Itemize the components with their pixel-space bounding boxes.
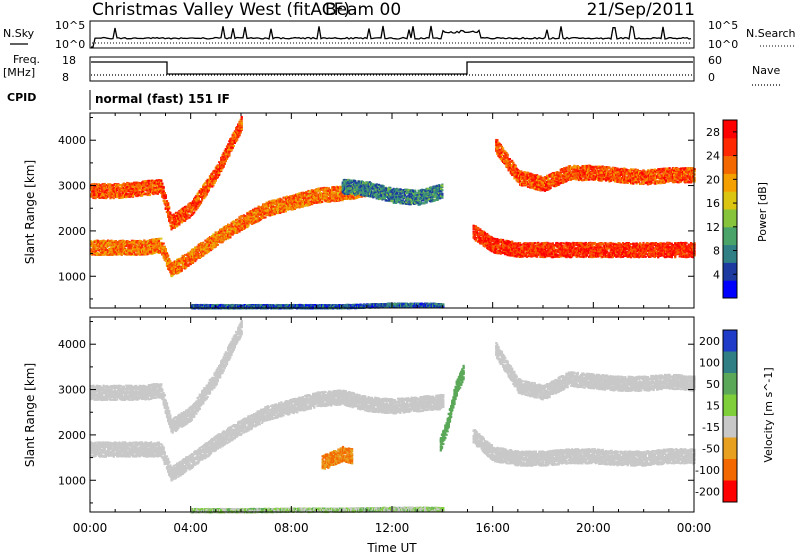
echo-cell [201,200,203,202]
echo-cell [150,185,152,187]
date-label: 21/Sep/2011 [587,0,695,20]
echo-cell [117,184,119,186]
echo-cell [236,139,238,141]
echo-cell [225,160,227,162]
echo-cell [237,136,239,138]
echo-cell [238,134,240,136]
radar-summary-plot: Christmas Valley West (fitACF) Beam 00 2… [0,0,800,554]
echo-cell [215,180,217,182]
echo-cell [148,180,150,182]
nsearch-label: N.Search [746,27,796,40]
echo-cell [241,116,243,118]
echo-cell [93,183,95,185]
echo-cell [161,183,163,185]
cpid-value: normal (fast) 151 IF [95,92,230,106]
echo-cell [184,220,186,222]
echo-cell [209,185,211,187]
echo-cell [167,204,169,206]
echo-cell [233,145,235,147]
echo-cell [149,194,151,196]
beam-label: Beam 00 [325,0,401,20]
echo-cell [129,196,131,198]
echo-cell [183,213,185,215]
plot-title: Christmas Valley West (fitACF) [92,0,350,20]
echo-cell [108,194,110,196]
echo-cell [113,197,115,199]
echo-cell [144,180,146,182]
echo-cell [125,196,127,198]
echo-cell [101,190,103,192]
freq-label-2: [MHz] [3,66,35,79]
nsky-panel [90,21,694,48]
echo-cell [189,217,191,219]
echo-cell [165,194,167,196]
freq-tick-bottom: 8 [62,71,69,84]
echo-cell [225,148,227,150]
echo-cell [119,193,121,195]
nsky-label: N.Sky [3,27,35,40]
freq-frame [90,57,694,81]
echo-cell [164,192,166,194]
echo-cell [169,213,171,215]
echo-cell [173,214,175,216]
nsearch-tick-top: 10^5 [708,19,738,32]
echo-cell [224,163,226,165]
nsky-tick-top: 10^5 [55,19,85,32]
echo-cell [160,186,162,188]
echo-cell [241,128,243,130]
echo-cell [178,224,180,226]
echo-cell [155,189,157,191]
echo-cell [93,241,95,243]
echo-cell [241,120,243,122]
nave-tick-top: 60 [708,54,722,67]
echo-cell [131,183,133,185]
echo-cell [240,132,242,134]
echo-cell [193,212,195,214]
echo-cell [218,174,220,176]
freq-panel [90,57,694,81]
echo-cell [134,190,136,192]
echo-cell [139,189,141,191]
echo-cell [223,166,225,168]
echo-cell [168,208,170,210]
echo-cell [176,225,178,227]
echo-cell [187,214,189,216]
echo-cell [204,182,206,184]
echo-cell [203,197,205,199]
echo-cell [166,206,168,208]
echo-cell [166,200,168,202]
cpid-label: CPID [7,91,36,104]
echo-cell [167,213,169,215]
nsky-frame [90,21,694,48]
echo-cell [116,196,118,198]
freq-trace [91,62,693,74]
echo-cell [230,149,232,151]
echo-cell [241,125,243,127]
echo-cell [160,180,162,182]
echo-cell [157,193,159,195]
echo-cell [220,169,222,171]
nsearch-tick-bottom: 10^0 [708,38,738,51]
echo-cell [165,197,167,199]
echo-cell [91,183,93,185]
nsky-tick-bottom: 10^0 [55,38,85,51]
nave-label: Nave [752,64,780,77]
echo-cell [163,187,165,189]
nave-tick-bottom: 0 [708,71,715,84]
echo-cell [125,193,127,195]
echo-cell [228,154,230,156]
echo-cell [241,122,243,124]
freq-label-1: Freq. [13,53,40,66]
echo-cell [198,198,200,200]
freq-tick-top: 18 [62,54,76,67]
nsky-trace [91,26,691,47]
